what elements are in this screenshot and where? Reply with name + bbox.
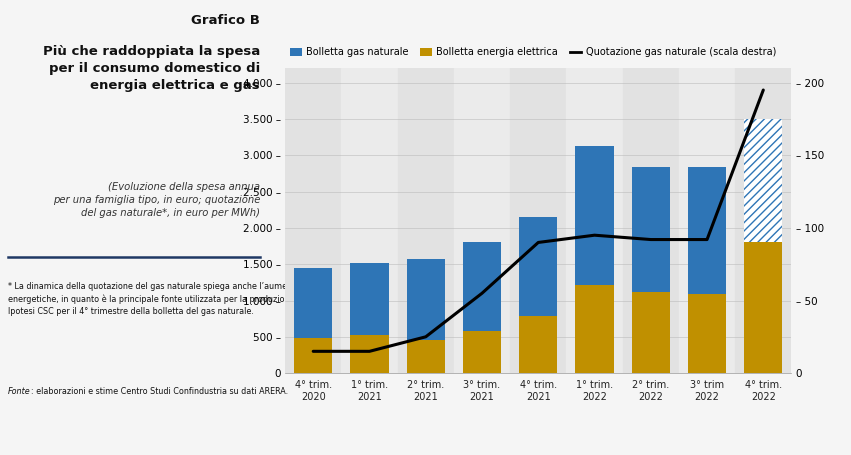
Bar: [294, 338, 333, 373]
Bar: [631, 167, 670, 292]
Text: Più che raddoppiata la spesa
per il consumo domestico di
energia elettrica e gas: Più che raddoppiata la spesa per il cons…: [43, 46, 260, 91]
Bar: [407, 340, 445, 373]
Bar: [575, 285, 614, 373]
Bar: [285, 68, 341, 373]
Bar: [463, 243, 501, 331]
Bar: [575, 146, 614, 285]
Legend: Bolletta gas naturale, Bolletta energia elettrica, Quotazione gas naturale (scal: Bolletta gas naturale, Bolletta energia …: [290, 47, 776, 57]
Bar: [407, 259, 445, 340]
Bar: [454, 68, 510, 373]
Bar: [463, 331, 501, 373]
Bar: [341, 68, 397, 373]
Text: Fonte: Fonte: [8, 387, 31, 396]
Bar: [510, 68, 567, 373]
Bar: [567, 68, 623, 373]
Bar: [688, 167, 726, 294]
Bar: [688, 294, 726, 373]
Bar: [631, 292, 670, 373]
Bar: [735, 68, 791, 373]
Text: : elaborazioni e stime Centro Studi Confindustria su dati ARERA.: : elaborazioni e stime Centro Studi Conf…: [31, 387, 288, 396]
Bar: [744, 243, 782, 373]
Text: * La dinamica della quotazione del gas naturale spiega anche l’aumento di entram: * La dinamica della quotazione del gas n…: [8, 282, 396, 316]
Bar: [519, 217, 557, 317]
Text: (Evoluzione della spesa annua
per una famiglia tipo, in euro; quotazione
del gas: (Evoluzione della spesa annua per una fa…: [53, 182, 260, 218]
Bar: [623, 68, 679, 373]
Bar: [351, 263, 389, 335]
Bar: [351, 335, 389, 373]
Bar: [294, 268, 333, 338]
Bar: [744, 119, 782, 243]
Bar: [519, 317, 557, 373]
Bar: [744, 119, 782, 243]
Text: Grafico B: Grafico B: [191, 14, 260, 27]
Bar: [397, 68, 454, 373]
Bar: [679, 68, 735, 373]
